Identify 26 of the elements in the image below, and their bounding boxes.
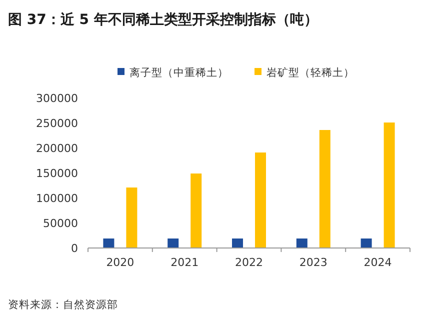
bar: [103, 238, 114, 248]
y-tick-label: 50000: [43, 217, 78, 230]
y-tick-label: 200000: [36, 142, 78, 155]
bar: [255, 152, 266, 248]
legend-label: 离子型（中重稀土）: [130, 66, 228, 79]
bar: [232, 238, 243, 248]
bar: [360, 238, 372, 248]
text: 资料来源：自然资源部: [8, 298, 118, 311]
y-tick-label: 250000: [36, 117, 78, 130]
x-tick-label: 2023: [299, 256, 328, 269]
x-tick-label: 2020: [106, 256, 134, 269]
x-tick-label: 2021: [170, 256, 199, 269]
bar: [296, 238, 308, 248]
y-tick-label: 100000: [36, 192, 78, 205]
y-tick-label: 150000: [36, 167, 78, 180]
legend-label: 岩矿型（轻稀土）: [266, 66, 354, 79]
bar: [168, 238, 179, 248]
y-tick-label: 300000: [36, 92, 78, 105]
chart-title: 图 37：近 5 年不同稀土类型开采控制指标（吨）: [8, 11, 318, 28]
x-tick-label: 2024: [364, 256, 392, 269]
bar: [190, 174, 202, 248]
bar: [319, 130, 330, 248]
bar: [384, 122, 395, 248]
x-tick-label: 2022: [235, 256, 263, 269]
bar: [126, 188, 138, 248]
y-tick-label: 0: [71, 242, 78, 255]
